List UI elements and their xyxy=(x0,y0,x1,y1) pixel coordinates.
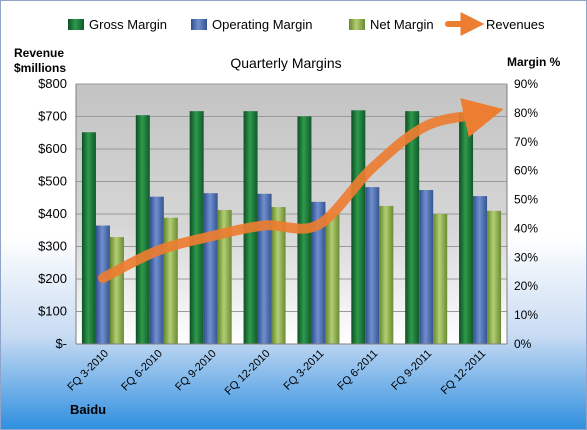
bar-net-margin xyxy=(487,210,502,344)
x-axis-tick-label: FQ 3-2010 xyxy=(65,348,111,394)
x-axis-tick-label: FQ 12-2010 xyxy=(223,348,273,398)
bar-net-margin xyxy=(325,214,340,344)
bar-net-margin xyxy=(163,217,178,344)
x-axis-tick-label: FQ 9-2010 xyxy=(173,348,219,394)
footer-label: Baidu xyxy=(70,402,106,417)
left-axis-tick-label: $600 xyxy=(38,141,67,156)
legend-label-net-margin: Net Margin xyxy=(370,17,434,32)
bar-operating-margin xyxy=(149,196,164,344)
chart-title: Quarterly Margins xyxy=(230,55,341,71)
legend-swatch-gross-margin xyxy=(68,19,84,30)
x-axis-tick-label: FQ 6-2010 xyxy=(119,348,165,394)
x-axis-tick-label: FQ 6-2011 xyxy=(335,348,380,393)
right-axis-tick-label: 0% xyxy=(514,337,532,351)
right-axis-tick-label: 90% xyxy=(514,77,538,91)
left-axis-tick-label: $100 xyxy=(38,304,67,319)
revenue-line xyxy=(97,98,504,284)
bar-net-margin xyxy=(379,205,394,344)
bar-net-margin xyxy=(271,207,286,344)
bar-gross-margin xyxy=(459,112,474,344)
bar-operating-margin xyxy=(257,193,272,344)
right-axis-label: Margin % xyxy=(507,55,561,69)
bar-gross-margin xyxy=(189,111,204,345)
left-axis-tick-label: $800 xyxy=(38,76,67,91)
right-axis-tick-label: 60% xyxy=(514,164,538,178)
bar-operating-margin xyxy=(203,193,218,344)
legend-swatch-operating-margin xyxy=(191,19,207,30)
bar-gross-margin xyxy=(351,110,366,345)
left-axis-tick-label: $200 xyxy=(38,271,67,286)
bar-gross-margin xyxy=(405,111,420,345)
right-axis-tick-label: 70% xyxy=(514,135,538,149)
left-axis-tick-label: $700 xyxy=(38,109,67,124)
bar-net-margin xyxy=(433,214,448,344)
bar-group xyxy=(81,110,502,345)
left-axis-label-line1: Revenue xyxy=(14,46,64,60)
bar-gross-margin xyxy=(81,132,96,344)
legend-label-operating-margin: Operating Margin xyxy=(212,17,312,32)
right-axis-tick-label: 10% xyxy=(514,308,538,322)
left-axis-tick-label: $400 xyxy=(38,206,67,221)
legend-label-gross-margin: Gross Margin xyxy=(89,17,167,32)
left-axis-tick-label: $- xyxy=(55,336,67,351)
legend-label-revenues: Revenues xyxy=(486,17,545,32)
legend-swatch-net-margin xyxy=(349,19,365,30)
legend: Gross Margin Operating Margin Net Margin… xyxy=(68,12,545,36)
right-axis-tick-label: 20% xyxy=(514,279,538,293)
right-axis-tick-label: 30% xyxy=(514,250,538,264)
x-axis-tick-label: FQ 12-2011 xyxy=(439,348,488,397)
bar-operating-margin xyxy=(95,225,110,344)
bar-net-margin xyxy=(109,237,124,344)
left-axis-label-line2: $millions xyxy=(14,61,66,75)
bar-operating-margin xyxy=(311,201,326,344)
right-axis-tick-label: 80% xyxy=(514,106,538,120)
left-axis-tick-label: $300 xyxy=(38,239,67,254)
bar-operating-margin xyxy=(473,196,488,344)
right-axis-tick-label: 50% xyxy=(514,193,538,207)
bar-operating-margin xyxy=(419,190,434,344)
bar-net-margin xyxy=(217,209,232,344)
right-axis-tick-label: 40% xyxy=(514,221,538,235)
bar-operating-margin xyxy=(365,187,380,344)
bar-gross-margin xyxy=(135,115,150,344)
x-axis-tick-label: FQ 9-2011 xyxy=(389,348,434,393)
x-axis-tick-label: FQ 3-2011 xyxy=(281,348,326,393)
left-axis-tick-label: $500 xyxy=(38,174,67,189)
revenue-line-group xyxy=(97,98,504,284)
